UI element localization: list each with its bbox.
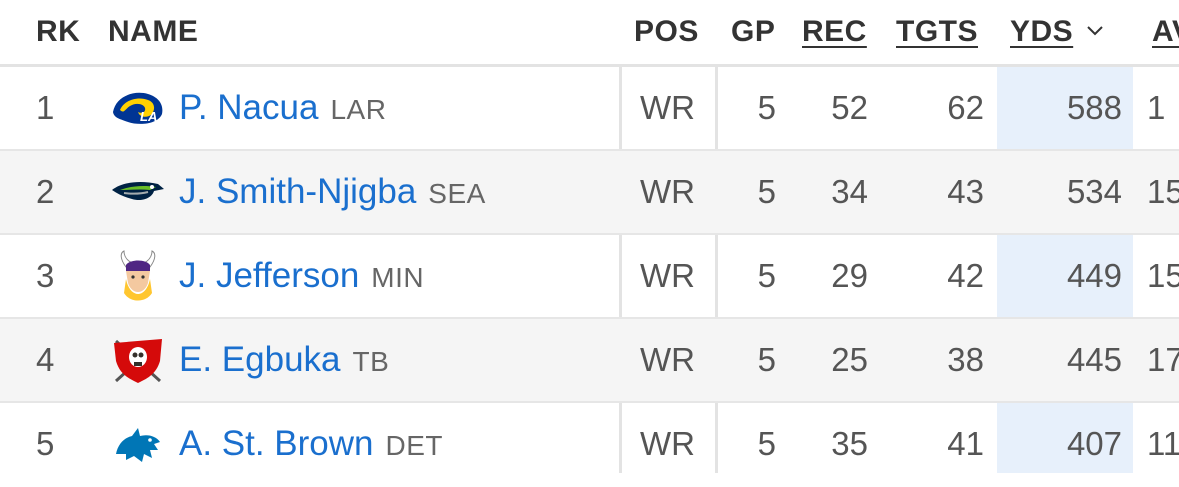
rank: 5 xyxy=(36,425,55,462)
header-avg[interactable]: AV xyxy=(1152,15,1179,48)
yards: 534 xyxy=(1066,173,1122,210)
svg-text:LA: LA xyxy=(140,109,157,124)
position: WR xyxy=(640,173,695,210)
targets: 43 xyxy=(947,173,984,210)
games-played: 5 xyxy=(757,341,776,378)
player-name-link[interactable]: J. Smith-Njigba xyxy=(179,172,417,211)
header-gp: GP xyxy=(731,15,776,48)
table-header: RK NAME POS GP REC TGTS YDS AV xyxy=(0,0,1179,67)
targets: 38 xyxy=(947,341,984,378)
avg-partial: 1 xyxy=(1147,89,1166,126)
buccaneers-logo-icon xyxy=(110,335,166,387)
team-abbr: MIN xyxy=(371,262,425,293)
receiving-stats-table: RK NAME POS GP REC TGTS YDS AV 1 LA P. N… xyxy=(0,0,1179,473)
receptions: 52 xyxy=(831,89,868,126)
player-cell: J. Smith-Njigba SEA xyxy=(179,151,486,233)
team-abbr: SEA xyxy=(428,178,486,209)
avg-partial: 17 xyxy=(1147,341,1179,378)
position: WR xyxy=(640,89,695,126)
avg-partial: 15 xyxy=(1147,173,1179,210)
rank: 2 xyxy=(36,173,55,210)
team-abbr: LAR xyxy=(330,94,387,125)
header-tgts[interactable]: TGTS xyxy=(896,15,978,48)
vikings-logo-icon xyxy=(110,249,166,305)
table-row: 1 LA P. Nacua LAR WR 5 52 62 588 1 xyxy=(0,67,1179,151)
seahawks-logo-icon xyxy=(110,172,166,212)
header-pos: POS xyxy=(634,15,699,48)
header-yds-label[interactable]: YDS xyxy=(1010,15,1074,48)
header-yds[interactable]: YDS xyxy=(1010,0,1103,64)
rams-logo-icon: LA xyxy=(110,88,166,128)
games-played: 5 xyxy=(757,425,776,462)
column-divider xyxy=(715,0,718,473)
lions-logo-icon xyxy=(110,424,166,464)
header-rec[interactable]: REC xyxy=(802,15,867,48)
chevron-down-icon[interactable] xyxy=(1087,0,1103,60)
games-played: 5 xyxy=(757,89,776,126)
table-row: 3 J. Jefferson MIN WR 5 29 42 449 15 xyxy=(0,235,1179,319)
position: WR xyxy=(640,257,695,294)
targets: 62 xyxy=(947,89,984,126)
table-row: 4 E. Egbuka TB WR 5 25 38 445 17 xyxy=(0,319,1179,403)
rank: 4 xyxy=(36,341,55,378)
receptions: 25 xyxy=(831,341,868,378)
receptions: 34 xyxy=(831,173,868,210)
player-cell: E. Egbuka TB xyxy=(179,319,389,401)
header-name: NAME xyxy=(108,15,199,48)
avg-partial: 15 xyxy=(1147,257,1179,294)
yards: 407 xyxy=(1066,425,1122,462)
avg-partial: 11 xyxy=(1147,425,1179,462)
position: WR xyxy=(640,341,695,378)
table-row: 5 A. St. Brown DET WR 5 35 41 407 11 xyxy=(0,403,1179,473)
rank: 1 xyxy=(36,89,55,126)
team-abbr: TB xyxy=(352,346,390,377)
receptions: 35 xyxy=(831,425,868,462)
games-played: 5 xyxy=(757,257,776,294)
player-name-link[interactable]: A. St. Brown xyxy=(179,424,374,463)
games-played: 5 xyxy=(757,173,776,210)
rank: 3 xyxy=(36,257,55,294)
table-row: 2 J. Smith-Njigba SEA WR 5 34 43 534 15 xyxy=(0,151,1179,235)
player-cell: A. St. Brown DET xyxy=(179,403,443,485)
yards: 445 xyxy=(1066,341,1122,378)
receptions: 29 xyxy=(831,257,868,294)
column-divider xyxy=(619,0,622,473)
targets: 41 xyxy=(947,425,984,462)
team-abbr: DET xyxy=(385,430,444,461)
yards: 449 xyxy=(1066,257,1122,294)
player-name-link[interactable]: J. Jefferson xyxy=(179,256,360,295)
yards: 588 xyxy=(1066,89,1122,126)
player-cell: P. Nacua LAR xyxy=(179,67,386,149)
player-name-link[interactable]: P. Nacua xyxy=(179,88,319,127)
header-rk: RK xyxy=(36,15,81,48)
player-cell: J. Jefferson MIN xyxy=(179,235,424,317)
targets: 42 xyxy=(947,257,984,294)
player-name-link[interactable]: E. Egbuka xyxy=(179,340,341,379)
position: WR xyxy=(640,425,695,462)
